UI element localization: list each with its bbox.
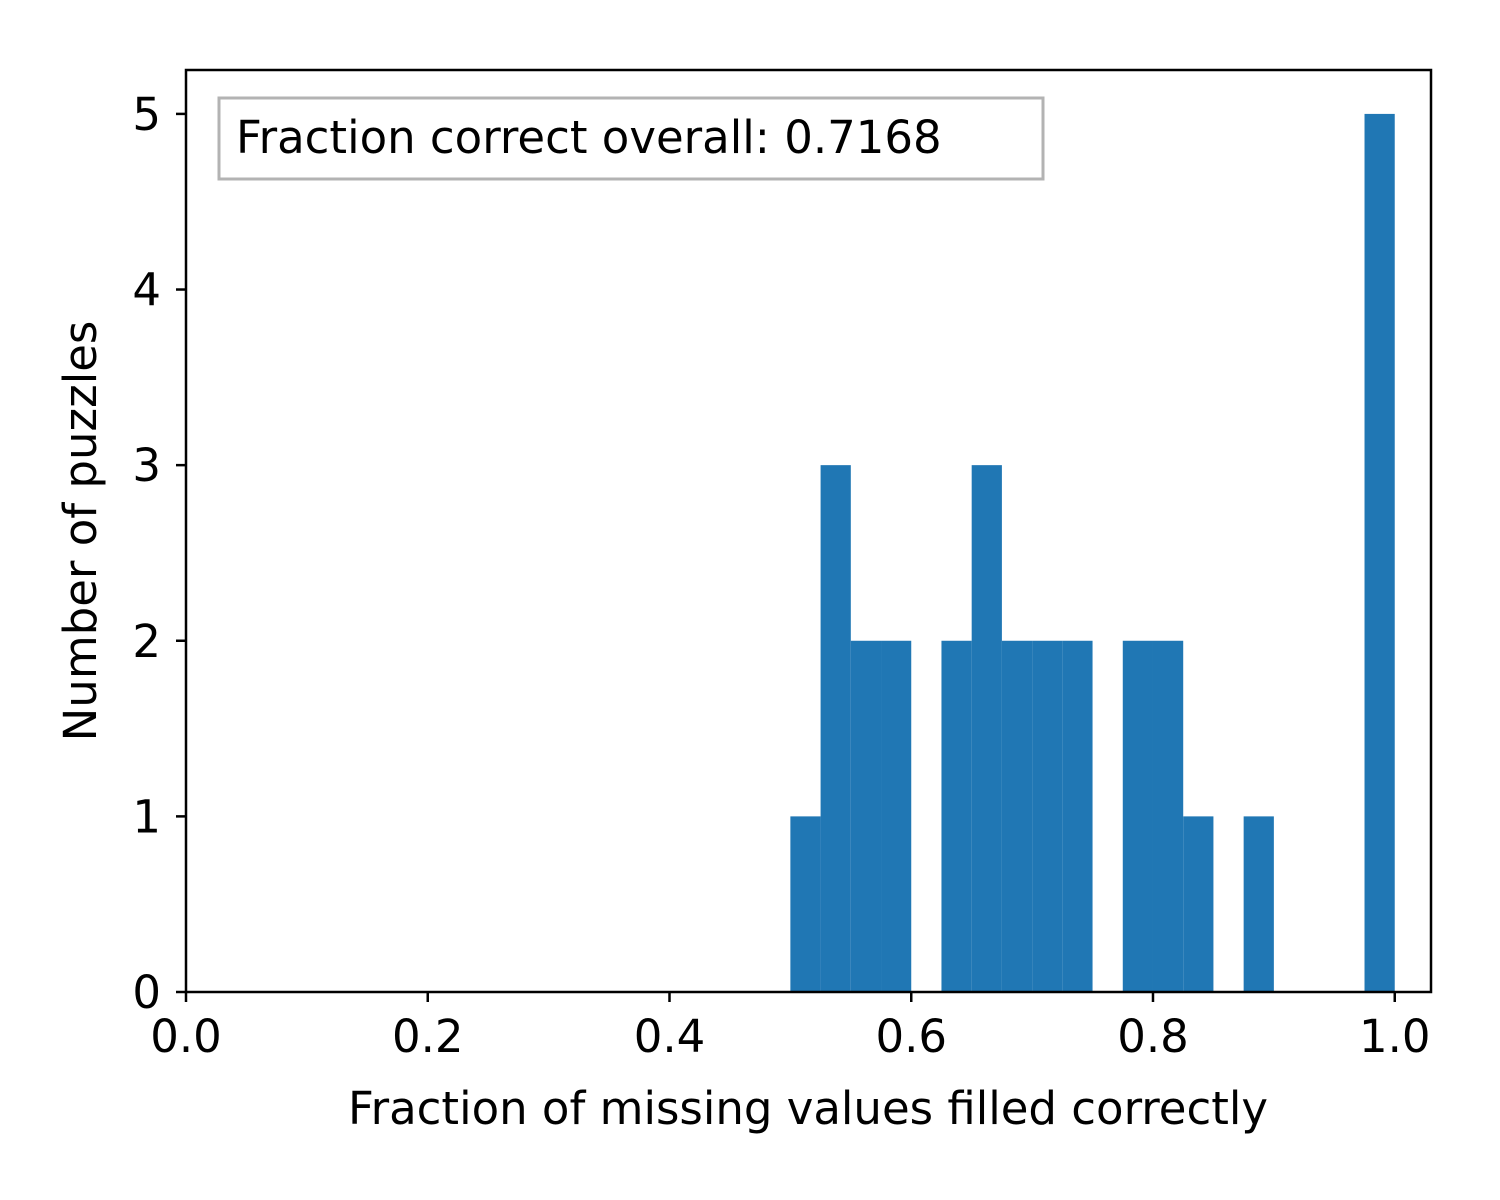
y-tick-label-1: 1	[132, 790, 161, 843]
x-tick-label-0: 0.0	[150, 1010, 222, 1063]
x-tick-label-5: 1.0	[1359, 1010, 1431, 1063]
x-tick-label-1: 0.2	[392, 1010, 464, 1063]
histogram-bar-7	[1032, 640, 1063, 992]
bars-group	[790, 113, 1395, 993]
y-axis-ticks: 0 1 2 3 4 5	[132, 88, 186, 1019]
y-tick-label-5: 5	[132, 88, 161, 141]
x-tick-label-2: 0.4	[634, 1010, 706, 1063]
y-tick-label-3: 3	[132, 439, 161, 492]
x-axis-ticks: 0.0 0.2 0.4 0.6 0.8 1.0	[150, 992, 1431, 1063]
histogram-bar-3	[881, 640, 912, 992]
histogram-bar-11	[1183, 816, 1214, 992]
histogram-bar-2	[850, 640, 882, 992]
histogram-bar-13	[1364, 113, 1395, 992]
histogram-bar-8	[1062, 640, 1093, 992]
histogram-bar-4	[941, 640, 972, 992]
histogram-bar-12	[1243, 816, 1274, 992]
annotation-text: Fraction correct overall: 0.7168	[236, 111, 942, 164]
plot-frame	[184, 68, 1433, 994]
histogram-bar-9	[1122, 640, 1153, 992]
histogram-bar-10	[1152, 640, 1184, 992]
x-tick-label-4: 0.8	[1117, 1010, 1189, 1063]
y-tick-label-0: 0	[132, 966, 161, 1019]
y-tick-label-2: 2	[132, 615, 161, 668]
x-axis-label: Fraction of missing values filled correc…	[348, 1082, 1268, 1135]
histogram-bar-0	[790, 816, 821, 992]
histogram-bar-5	[971, 465, 1002, 993]
y-tick-label-4: 4	[132, 264, 161, 317]
histogram-bar-6	[1001, 640, 1033, 992]
histogram-bar-1	[820, 465, 851, 993]
x-tick-label-3: 0.6	[875, 1010, 947, 1063]
y-axis-label: Number of puzzles	[54, 321, 107, 742]
annotation-box: Fraction correct overall: 0.7168	[217, 96, 1045, 181]
